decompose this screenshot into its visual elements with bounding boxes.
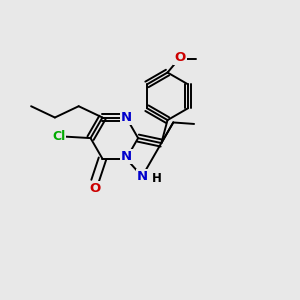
Text: N: N [121, 111, 132, 124]
Text: N: N [121, 150, 132, 163]
Text: O: O [89, 182, 100, 195]
Text: N: N [136, 170, 148, 183]
Text: Cl: Cl [52, 130, 65, 143]
Text: O: O [174, 51, 186, 64]
Text: H: H [152, 172, 161, 185]
